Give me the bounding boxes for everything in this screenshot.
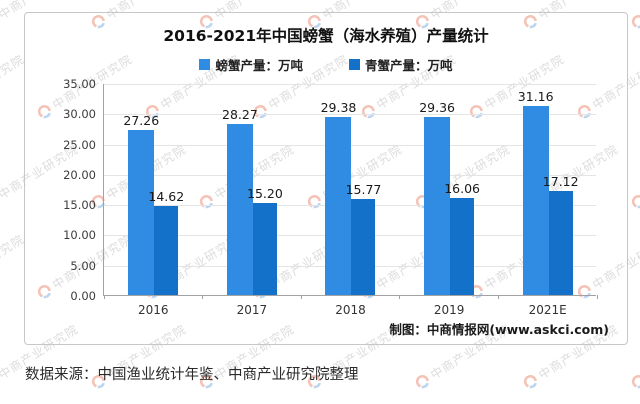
bar-group-2019: 29.36 16.06 xyxy=(400,84,499,295)
bar-value-label: 28.27 xyxy=(221,106,258,122)
watermark-logo-icon xyxy=(631,374,640,389)
bar-series2-2018: 15.77 xyxy=(346,182,381,295)
legend-label: 螃蟹产量：万吨 xyxy=(215,58,303,73)
bar-value-label: 14.62 xyxy=(148,189,185,205)
chart-legend: 螃蟹产量：万吨 青蟹产量：万吨 xyxy=(25,55,627,74)
legend-swatch-icon xyxy=(349,59,360,70)
y-axis-tick-label: 15.00 xyxy=(63,198,96,213)
legend-item-1: 螃蟹产量：万吨 xyxy=(199,55,303,74)
legend-item-2: 青蟹产量：万吨 xyxy=(349,55,453,74)
source-note: 数据来源：中国渔业统计年鉴、中商产业研究院整理 xyxy=(25,367,359,383)
watermark-logo-icon xyxy=(0,191,1,212)
bar-value-label: 16.06 xyxy=(444,180,480,196)
y-axis-tick-label: 10.00 xyxy=(63,228,96,243)
plot-area: 35.00 30.00 25.00 20.00 15.00 10.00 5.00 0.00 27… xyxy=(63,77,598,317)
bar-group-2018: 29.38 15.77 xyxy=(301,84,400,295)
x-axis-tick xyxy=(103,295,105,299)
bar-value-label: 15.20 xyxy=(246,185,283,201)
x-axis-category-label: 2018 xyxy=(335,303,366,317)
x-axis-tick xyxy=(596,295,598,299)
bar-series2-2021E: 17.12 xyxy=(543,174,579,295)
watermark-logo-icon xyxy=(0,11,1,32)
x-axis-tick xyxy=(202,295,204,299)
bar-value-label: 15.77 xyxy=(345,182,382,198)
bar-series1-2018: 29.38 xyxy=(321,100,356,295)
bar-value-label: 17.12 xyxy=(542,174,579,190)
y-axis-tick-label: 0.00 xyxy=(70,289,96,303)
bar-group-2017: 28.27 15.20 xyxy=(203,84,302,295)
bar-series1-2017: 28.27 xyxy=(222,107,258,295)
watermark-tile: 中商产业研究院 xyxy=(628,320,640,392)
bar-series2-2017: 15.20 xyxy=(247,186,283,295)
bar-value-label: 31.16 xyxy=(517,89,554,105)
watermark-tile: 中商产业研究院 xyxy=(628,0,640,33)
gridline xyxy=(104,114,596,116)
chart-card: 2016-2021年中国螃蟹（海水养殖）产量统计 螃蟹产量：万吨 青蟹产量：万吨 … xyxy=(24,12,628,345)
y-axis-tick-label: 25.00 xyxy=(63,137,96,152)
bar-series2-2016: 14.62 xyxy=(148,189,184,295)
y-axis-tick-label: 20.00 xyxy=(63,167,96,182)
bar-series1-2019: 29.36 xyxy=(419,100,455,295)
x-axis-tick xyxy=(300,295,302,299)
watermark-logo-icon xyxy=(0,371,1,392)
legend-swatch-icon xyxy=(199,59,211,70)
x-axis-tick xyxy=(399,295,401,299)
bar-group-2016: 27.26 14.62 xyxy=(104,84,203,295)
y-axis-tick-label: 35.00 xyxy=(63,77,96,91)
y-axis-tick-label: 5.00 xyxy=(70,258,96,273)
x-axis-category-label: 2019 xyxy=(433,303,465,317)
watermark-logo-icon xyxy=(523,374,537,389)
bar-value-label: 27.26 xyxy=(123,112,160,128)
gridline xyxy=(104,84,596,85)
chart-title: 2016-2021年中国螃蟹（海水养殖）产量统计 xyxy=(163,27,489,45)
x-axis-category-label: 2021E xyxy=(528,303,567,317)
watermark-logo-icon xyxy=(415,374,429,389)
x-axis-tick xyxy=(497,295,499,299)
legend-label: 青蟹产量：万吨 xyxy=(365,58,453,73)
bar-group-2021E: 31.16 17.12 xyxy=(498,84,597,295)
x-axis-category-label: 2016 xyxy=(138,303,169,317)
bar-value-label: 29.36 xyxy=(419,100,455,116)
watermark-tile: 中商产业研究院 xyxy=(628,140,640,212)
watermark-logo-icon xyxy=(631,194,640,209)
y-axis-tick-label: 30.00 xyxy=(63,107,96,122)
x-axis-category-label: 2017 xyxy=(236,303,268,317)
bar-series1-2021E: 31.16 xyxy=(518,89,554,295)
bar-series1-2016: 27.26 xyxy=(123,113,159,295)
credit-line: 制图：中商情报网(www.askci.com) xyxy=(389,322,609,337)
watermark-logo-icon xyxy=(631,14,640,29)
bar-value-label: 29.38 xyxy=(320,100,357,116)
bar-series2-2019: 16.06 xyxy=(444,181,480,295)
